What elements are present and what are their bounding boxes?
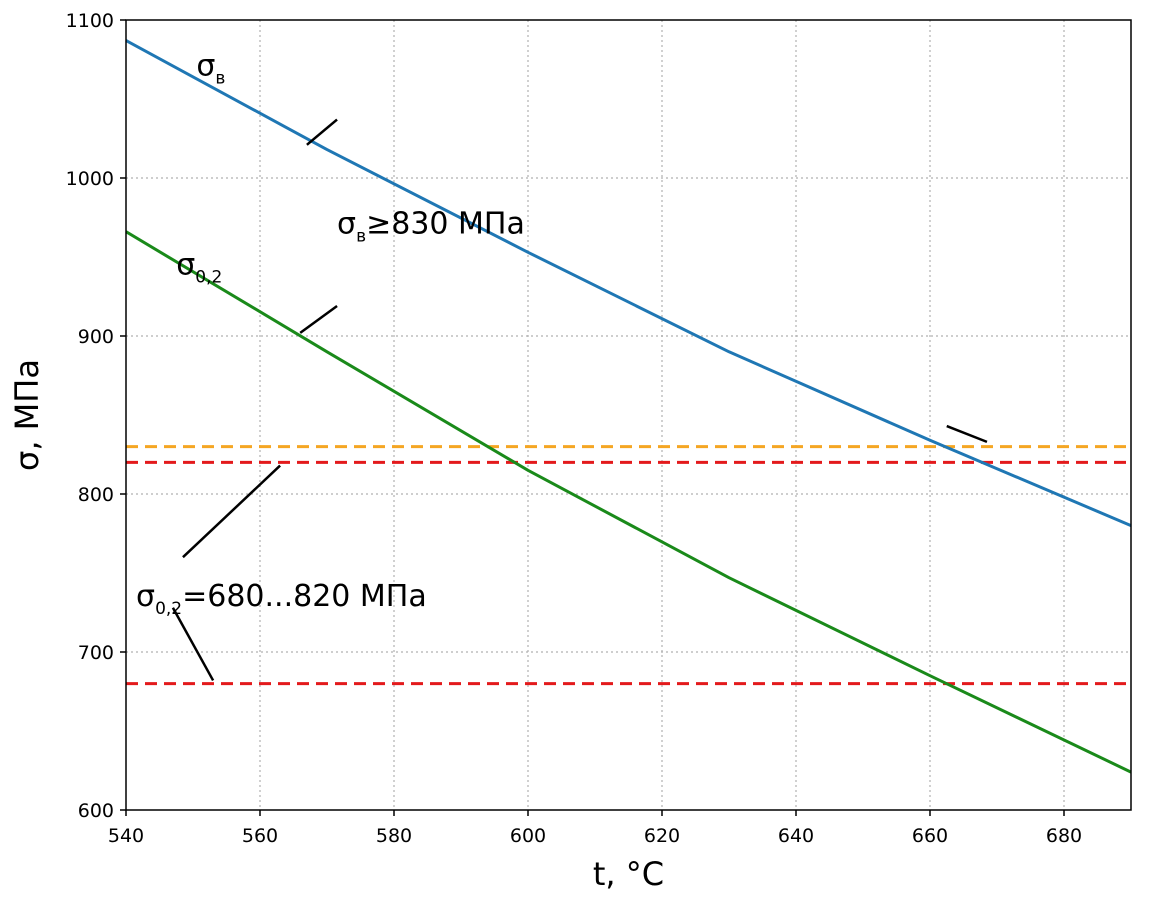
threshold-lines (126, 445, 1131, 686)
annotation-leader (171, 607, 215, 682)
y-tick-label: 1100 (66, 10, 114, 32)
annotation-leader (306, 118, 338, 146)
x-tick-label: 620 (644, 825, 680, 847)
y-tick-label: 800 (78, 484, 114, 506)
x-axis-title: t, °C (593, 855, 664, 893)
axis-ticks: 540 560 580 600 620 640 660 680 600 700 800 900 1000… (66, 10, 1082, 847)
annotation-leader (299, 304, 338, 334)
y-tick-label: 600 (78, 800, 114, 822)
series-lines (125, 39, 1132, 774)
x-tick-label: 640 (778, 825, 814, 847)
x-tick-label: 660 (912, 825, 948, 847)
annotation-label: σ0,2=680...820 МПа (136, 579, 427, 619)
annotation-leaders (171, 118, 988, 682)
annotation-leader (182, 464, 281, 559)
annotation-label: σ0,2 (176, 247, 222, 287)
x-tick-label: 680 (1046, 825, 1082, 847)
grid (126, 20, 1131, 810)
y-tick-label: 1000 (66, 168, 114, 190)
annotation-leader (946, 424, 988, 444)
x-tick-label: 600 (510, 825, 546, 847)
annotation-label: σв (196, 48, 225, 88)
series-line (125, 230, 1132, 774)
plot-frame (125, 19, 1132, 811)
y-tick-label: 900 (78, 326, 114, 348)
x-tick-label: 560 (242, 825, 278, 847)
series-line (125, 39, 1132, 527)
x-tick-label: 540 (108, 825, 144, 847)
annotations: σв σ0,2 σв≥830 МПа σ0,2=680...820 МПа (136, 48, 525, 619)
y-axis-title: σ, МПа (8, 359, 46, 471)
x-tick-label: 580 (376, 825, 412, 847)
annotation-label: σв≥830 МПа (337, 206, 525, 246)
y-tick-label: 700 (78, 642, 114, 664)
